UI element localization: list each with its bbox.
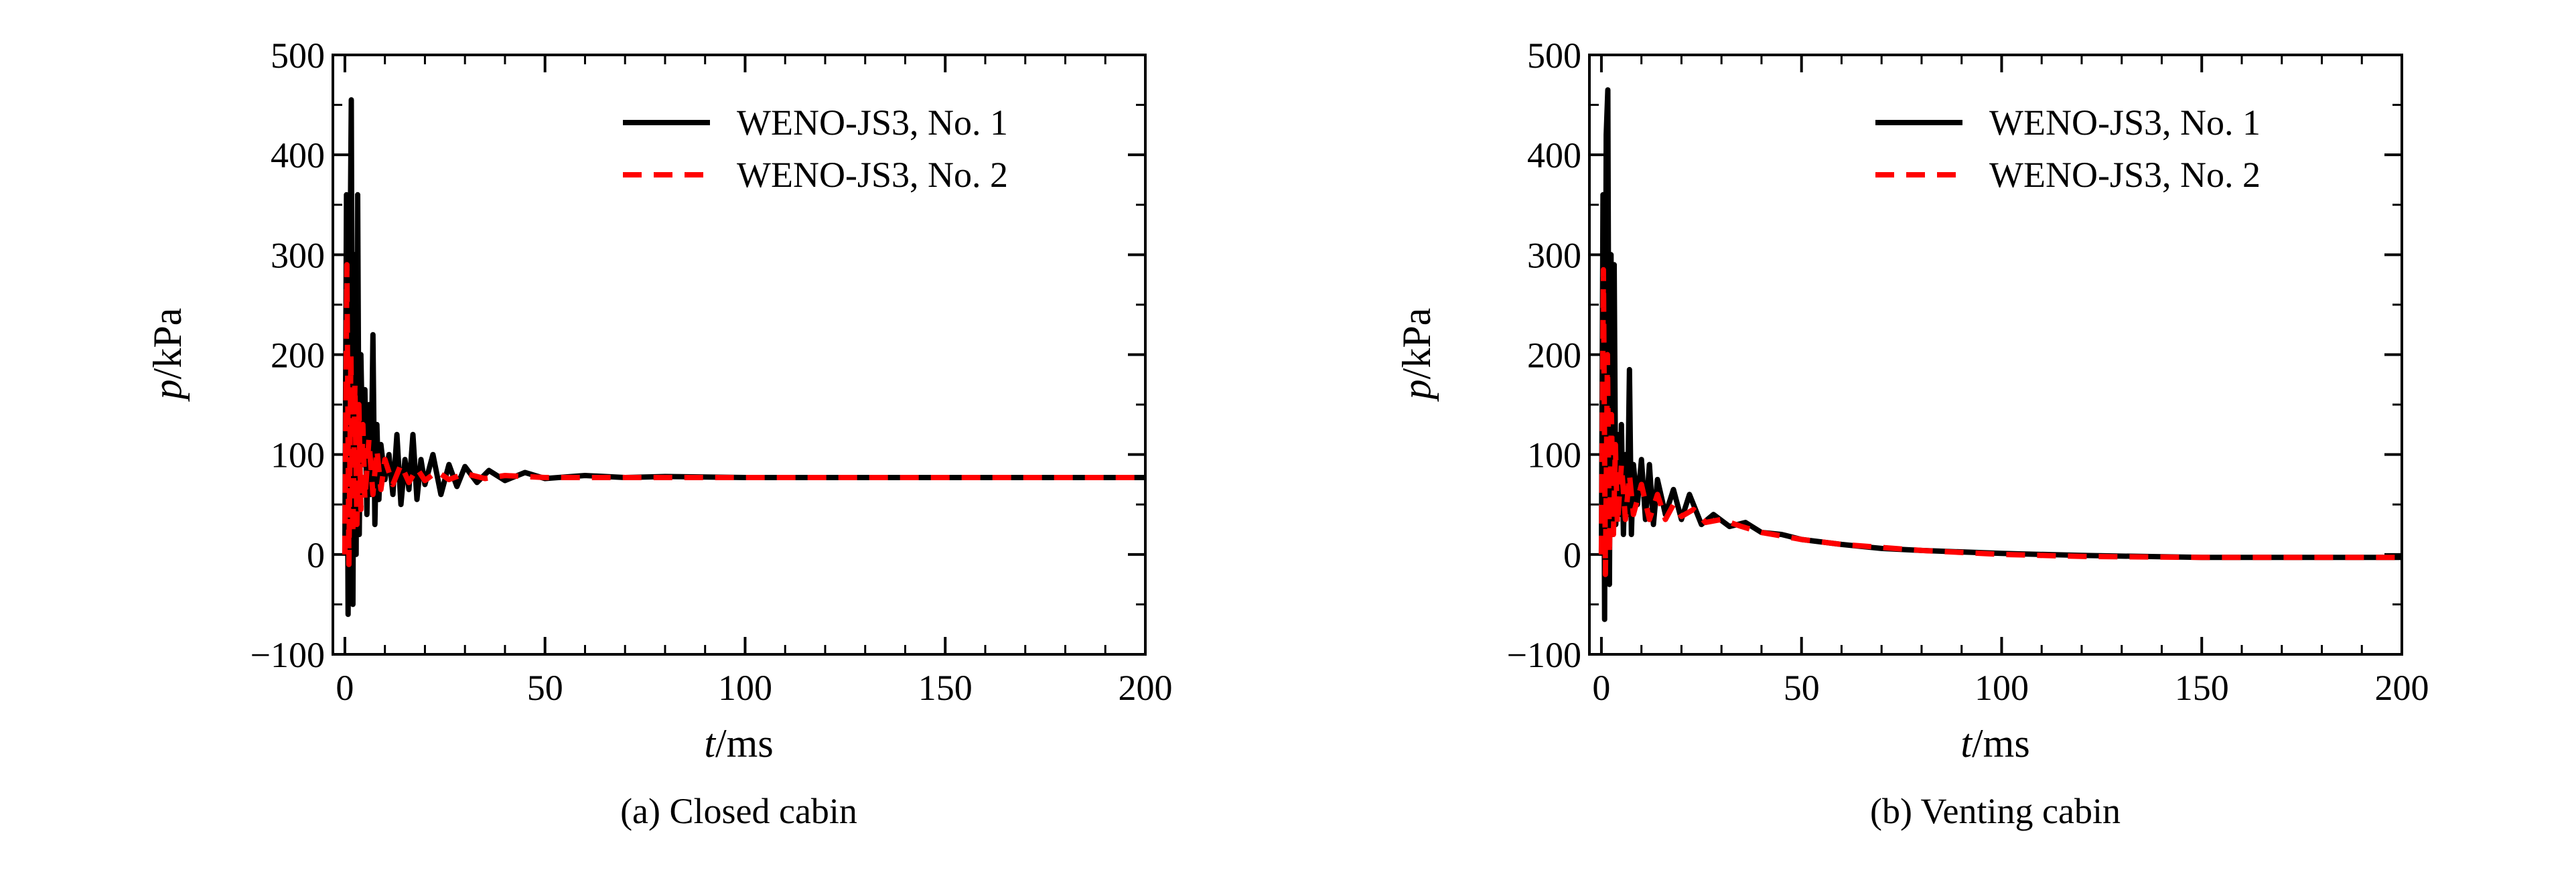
x-tick-label: 50 [527,668,563,708]
y-tick-label: −100 [251,635,325,675]
x-tick-label: 50 [1784,668,1820,708]
tick-labels: 0 50 100 150 200 −100 0 100 200 300 400 500 [251,35,1173,708]
y-tick-label: 0 [1563,535,1581,575]
y-tick-label: 300 [1527,235,1581,275]
plot-frame [1588,54,2403,656]
axis-ticks [333,54,1147,656]
legend: WENO-JS3, No. 1 WENO-JS3, No. 2 [623,102,1008,195]
x-axis-label: t/ms [1960,721,2029,766]
legend-label-series-1: WENO-JS3, No. 1 [737,102,1008,143]
x-tick-label: 0 [1592,668,1610,708]
series-line-1 [342,97,1145,618]
y-axis-label: p/kPa [1394,308,1439,403]
y-tick-label: 200 [271,336,325,376]
chart-panel-venting-cabin: 0 50 100 150 200 −100 0 100 200 300 400 500 WENO-JS… [1394,35,2429,831]
panel-caption: (b) Venting cabin [1870,791,2121,831]
y-tick-label: 500 [271,35,325,76]
panel-caption: (a) Closed cabin [620,791,857,831]
x-tick-label: 100 [1975,668,2029,708]
legend-label-series-1: WENO-JS3, No. 1 [1989,102,2261,143]
legend-label-series-2: WENO-JS3, No. 2 [1989,155,2261,195]
tick-labels: 0 50 100 150 200 −100 0 100 200 300 400 500 [1507,35,2429,708]
x-tick-label: 100 [718,668,772,708]
x-tick-label: 0 [336,668,354,708]
series-layer [1598,87,2402,622]
y-tick-label: 100 [1527,435,1581,476]
x-tick-label: 150 [2175,668,2229,708]
axis-ticks [1589,54,2403,656]
plot-frame [332,54,1147,656]
series-line-2 [342,262,1145,567]
series-line-2 [1598,267,2402,577]
y-axis-label: p/kPa [145,308,190,403]
x-tick-label: 150 [918,668,973,708]
x-tick-label: 200 [2375,668,2429,708]
chart-panel-closed-cabin: 0 50 100 150 200 −100 0 100 200 300 400 500 WENO-JS… [145,35,1173,831]
x-tick-label: 200 [1119,668,1173,708]
legend-label-series-2: WENO-JS3, No. 2 [737,155,1008,195]
y-tick-label: 400 [1527,135,1581,175]
x-axis-label: t/ms [704,721,773,766]
y-tick-label: −100 [1507,635,1581,675]
y-tick-label: 100 [271,435,325,476]
legend: WENO-JS3, No. 1 WENO-JS3, No. 2 [1875,102,2261,195]
y-tick-label: 300 [271,235,325,275]
series-layer [342,97,1145,618]
y-tick-label: 0 [307,535,325,575]
y-tick-label: 200 [1527,336,1581,376]
y-tick-label: 400 [271,135,325,175]
y-tick-label: 500 [1527,35,1581,76]
